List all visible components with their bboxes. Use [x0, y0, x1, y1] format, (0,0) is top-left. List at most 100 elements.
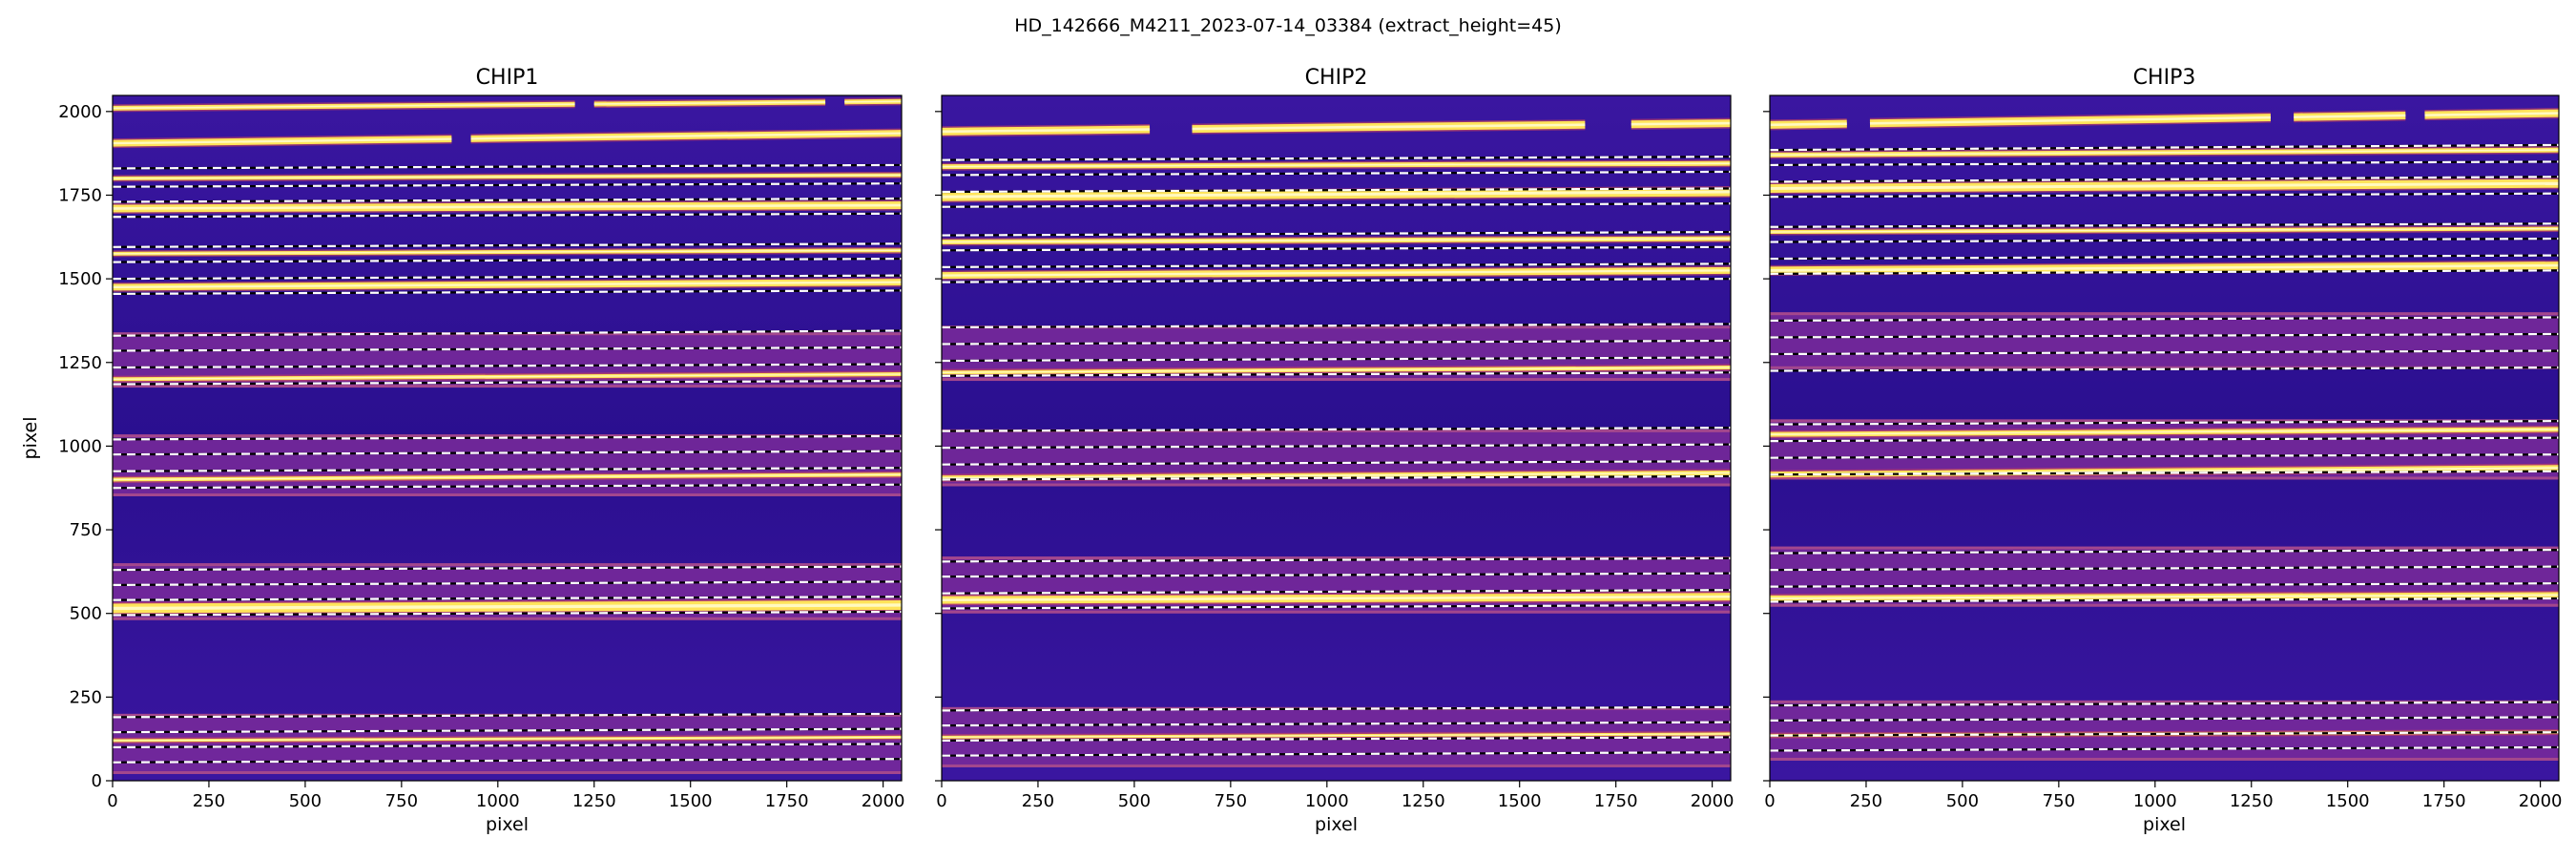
x-axis-label: pixel: [1315, 814, 1358, 835]
y-tick-label: 500: [70, 604, 102, 624]
x-tick-label: 1500: [1498, 791, 1542, 811]
extraction-boundary: [942, 427, 1731, 432]
order-band-edge: [1770, 546, 2559, 550]
extraction-boundary: [113, 727, 902, 734]
panel-chip3: CHIP3 0 250 500 750 1000 1250 1500 1750 2000 pixel: [1763, 66, 2563, 835]
detector-image: [113, 95, 902, 781]
extraction-boundary: [113, 565, 902, 572]
trace-core: [113, 473, 902, 481]
axes-frame: [112, 94, 903, 782]
trace-core: [942, 269, 1731, 277]
x-tick-label: 2000: [1691, 791, 1735, 811]
x-tick-label: 500: [1946, 791, 1979, 811]
trace-core: [942, 162, 1731, 168]
extraction-boundary: [1770, 254, 2559, 261]
extraction-boundary: [113, 483, 902, 490]
trace-core: [1770, 181, 2559, 190]
extraction-boundary: [942, 278, 1731, 283]
extraction-boundary: [942, 356, 1731, 363]
trace-core: [942, 595, 1731, 602]
x-tick-label: 500: [289, 791, 322, 811]
trace-core: [113, 281, 902, 289]
x-tick-label: 500: [1118, 791, 1151, 811]
extraction-boundary: [113, 346, 902, 352]
order-band-edge: [1770, 312, 2559, 316]
order-band-edge: [942, 429, 1731, 432]
order-band-edge: [113, 770, 902, 774]
extraction-boundary: [113, 363, 902, 369]
order-band-edge: [113, 385, 902, 388]
extraction-boundary: [113, 212, 902, 219]
trace-core: [113, 203, 902, 210]
y-tick-label: 750: [70, 520, 102, 540]
extraction-boundary: [942, 245, 1731, 252]
x-tick-label: 750: [2043, 791, 2075, 811]
extraction-boundary: [113, 242, 902, 248]
trace-core: [1770, 263, 2559, 272]
extraction-boundary: [113, 467, 902, 472]
extraction-boundary: [1770, 716, 2559, 722]
extraction-boundary: [1770, 332, 2559, 339]
extraction-boundary: [942, 371, 1731, 377]
y-axis-label: pixel: [20, 417, 41, 460]
y-tick-label: 250: [70, 687, 102, 707]
trace-core: [113, 137, 452, 145]
extraction-boundary: [113, 257, 902, 263]
x-tick-label: 1250: [1402, 791, 1445, 811]
extraction-boundary: [942, 474, 1731, 481]
panel-title: CHIP3: [2133, 66, 2196, 90]
y-tick-label: 1250: [58, 353, 102, 373]
detector-image: [942, 95, 1731, 781]
order-band-edge: [1770, 476, 2559, 480]
order-band-edge: [942, 325, 1731, 329]
trace-core: [113, 103, 575, 110]
trace-core: [470, 132, 902, 140]
y-tick-label: 1750: [58, 185, 102, 205]
extraction-boundary: [1770, 701, 2559, 707]
y-tick-label: 1500: [58, 269, 102, 289]
order-band-edge: [942, 764, 1731, 767]
x-tick-label: 1500: [2326, 791, 2370, 811]
x-tick-label: 0: [107, 791, 117, 811]
extraction-boundary: [942, 187, 1731, 194]
order-band-edge: [113, 493, 902, 497]
extraction-boundary: [1770, 366, 2559, 372]
extraction-boundary: [1770, 192, 2559, 199]
y-tick-label: 1000: [58, 436, 102, 456]
trace-core: [1770, 122, 1847, 127]
x-tick-label: 250: [1850, 791, 1882, 811]
y-tick-label: 0: [92, 771, 102, 791]
x-tick-label: 1250: [572, 791, 616, 811]
extraction-boundary: [942, 339, 1731, 346]
order-band-edge: [1770, 366, 2559, 369]
x-axis-label: pixel: [486, 814, 529, 835]
order-band-edge: [942, 378, 1731, 382]
extraction-boundary: [113, 580, 902, 587]
order-band-edge: [1770, 419, 2559, 423]
order-band: [1770, 312, 2559, 369]
extraction-boundary: [113, 712, 902, 719]
extraction-boundary: [113, 596, 902, 601]
x-tick-label: 1000: [2133, 791, 2177, 811]
extraction-boundary: [1770, 731, 2559, 737]
trace-core: [942, 471, 1731, 479]
trace-core: [113, 249, 902, 255]
extraction-boundary: [113, 197, 902, 203]
detector-image: [1770, 95, 2559, 781]
extraction-boundary: [942, 170, 1731, 177]
extraction-boundary: [1770, 453, 2559, 459]
extraction-boundary: [942, 460, 1731, 466]
trace-core: [113, 174, 902, 179]
extraction-boundary: [1770, 143, 2559, 152]
x-tick-label: 2000: [2519, 791, 2563, 811]
extraction-boundary: [1770, 745, 2559, 752]
trace-core: [942, 128, 1151, 134]
panel-title: CHIP1: [476, 66, 539, 90]
order-band-edge: [1770, 700, 2559, 703]
extraction-boundary: [942, 589, 1731, 595]
x-tick-label: 1750: [765, 791, 809, 811]
x-tick-label: 1250: [2230, 791, 2274, 811]
trace-core: [942, 190, 1731, 199]
trace-core: [593, 101, 826, 105]
